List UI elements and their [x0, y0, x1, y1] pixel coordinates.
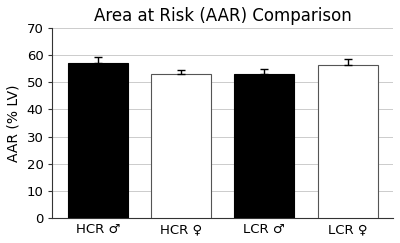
- Bar: [234, 74, 294, 218]
- Bar: [68, 63, 128, 218]
- Bar: [151, 74, 211, 218]
- Title: Area at Risk (AAR) Comparison: Area at Risk (AAR) Comparison: [94, 7, 352, 25]
- Bar: [318, 65, 378, 218]
- Y-axis label: AAR (% LV): AAR (% LV): [7, 84, 21, 162]
